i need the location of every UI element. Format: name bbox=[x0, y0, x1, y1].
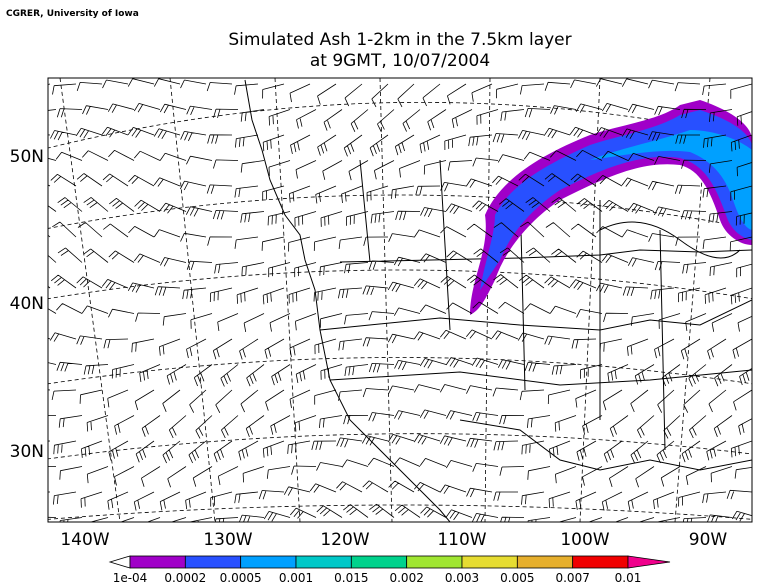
longitude-label: 100W bbox=[560, 530, 609, 550]
ash-plume-mid bbox=[480, 110, 752, 290]
colorbar-over bbox=[627, 555, 671, 569]
map-frame bbox=[47, 77, 753, 523]
title-line: at 9GMT, 10/07/2004 bbox=[310, 51, 490, 71]
colorbar-segment bbox=[295, 555, 352, 569]
colorbar-label: 0.0002 bbox=[164, 571, 206, 585]
colorbar-segment bbox=[240, 555, 297, 569]
title-line: Simulated Ash 1-2km in the 7.5km layer bbox=[228, 30, 571, 50]
longitude-label: 140W bbox=[60, 530, 109, 550]
colorbar-label: 0.002 bbox=[389, 571, 423, 585]
colorbar-segment bbox=[461, 555, 518, 569]
latitude-label: 40N bbox=[10, 294, 44, 314]
colorbar-segment bbox=[516, 555, 574, 569]
barb-field bbox=[48, 78, 752, 522]
latitude-label: 30N bbox=[10, 442, 44, 462]
colorbar-label: 1e-04 bbox=[113, 571, 148, 585]
longitude-label: 130W bbox=[203, 530, 252, 550]
colorbar-segment bbox=[129, 555, 186, 569]
longitude-label: 90W bbox=[689, 530, 728, 550]
colorbar-label: 0.007 bbox=[555, 571, 589, 585]
colorbar-segment bbox=[350, 555, 408, 569]
colorbar-label: 0.001 bbox=[279, 571, 313, 585]
colorbar-segment bbox=[406, 555, 463, 569]
ash-plume-inner bbox=[590, 130, 752, 230]
credit: CGRER, University of Iowa bbox=[6, 9, 139, 19]
colorbar-under bbox=[108, 555, 131, 569]
colorbar: 1e-04 0.0002 0.0005 0.001 0.015 0.002 0.003 0.0… bbox=[108, 555, 671, 585]
colorbar-label: 0.003 bbox=[445, 571, 479, 585]
axis-labels: 140W 130W 120W 110W 100W 90W 50N 40N 30N bbox=[10, 147, 728, 550]
wind-barbs bbox=[48, 78, 752, 522]
colorbar-label: 0.01 bbox=[615, 571, 642, 585]
longitude-label: 120W bbox=[320, 530, 369, 550]
colorbar-label: 0.0005 bbox=[220, 571, 262, 585]
colorbar-label: 0.015 bbox=[334, 571, 368, 585]
colorbar-segment bbox=[572, 555, 629, 569]
colorbar-label: 0.005 bbox=[500, 571, 534, 585]
longitude-label: 110W bbox=[437, 530, 486, 550]
colorbar-segment bbox=[184, 555, 242, 569]
graticule bbox=[48, 78, 752, 522]
latitude-label: 50N bbox=[10, 147, 44, 167]
map-area bbox=[48, 78, 752, 522]
